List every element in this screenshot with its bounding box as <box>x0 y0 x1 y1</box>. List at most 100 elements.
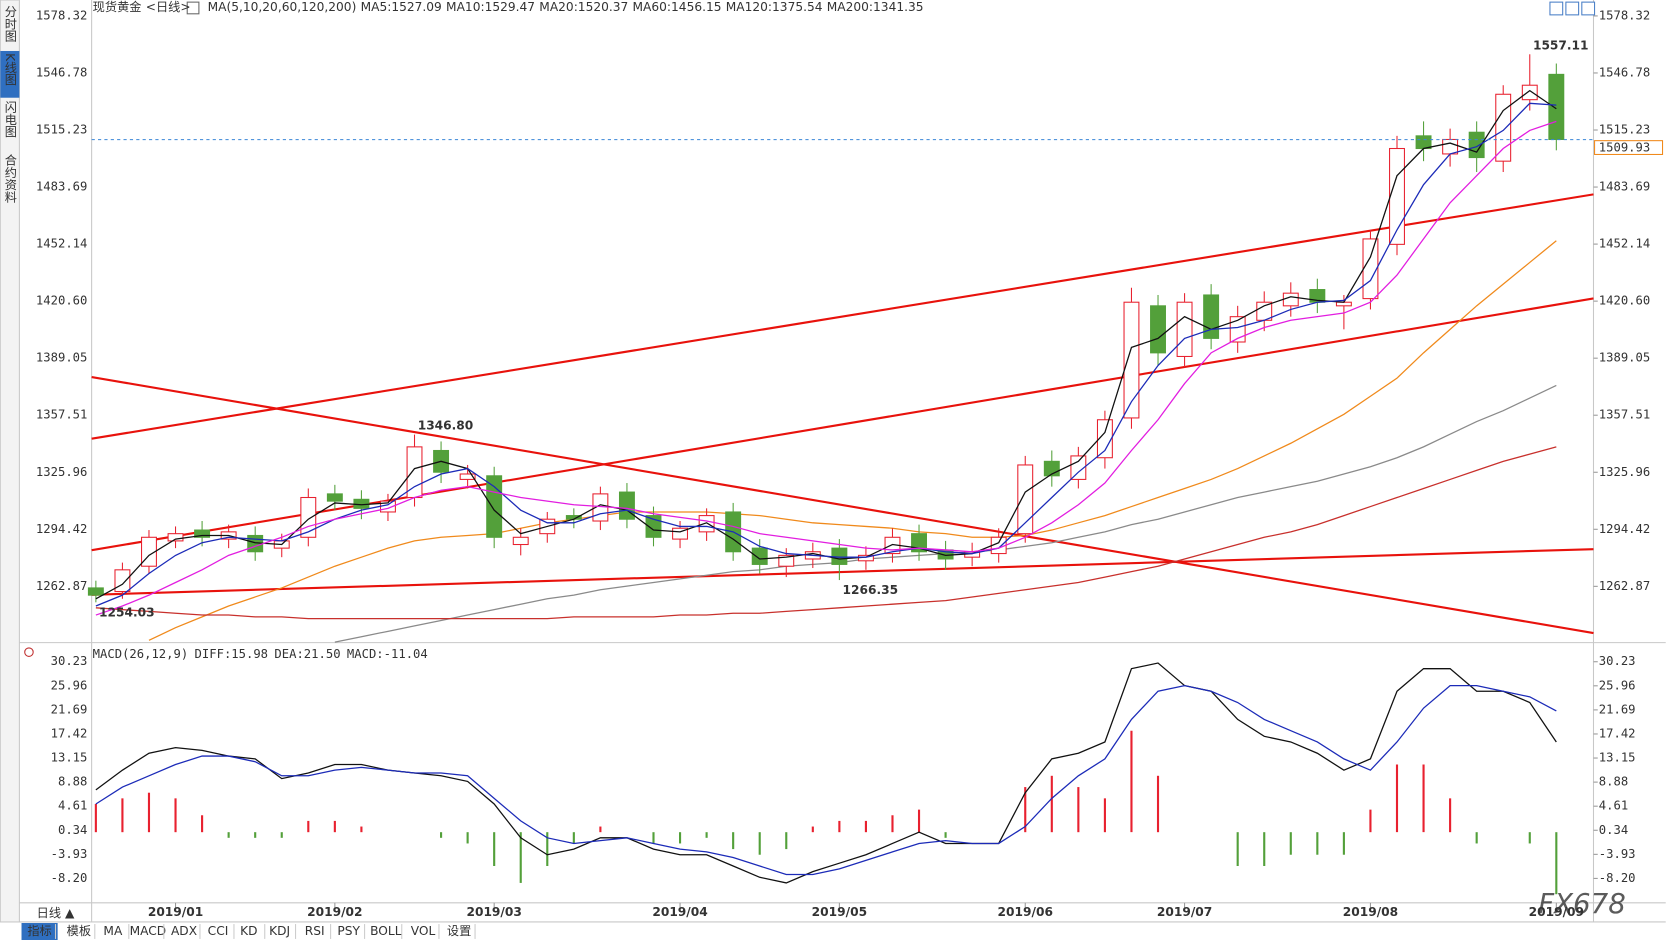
x-tick-label: 2019/04 <box>652 905 707 919</box>
legend-entry: MA120:1375.54 <box>726 0 823 14</box>
ma-line <box>95 684 1557 876</box>
ma-icon[interactable] <box>186 1 200 15</box>
legend-entry: MA60:1456.15 <box>633 0 722 14</box>
candle-body <box>618 491 635 520</box>
price-annotation: 1254.03 <box>99 605 155 619</box>
y-tick-label: 17.42 <box>51 726 88 740</box>
period-button[interactable]: 日线 ▲ <box>37 906 75 920</box>
candle-body <box>486 475 503 538</box>
price-annotation: 1346.80 <box>418 419 474 433</box>
legend-entry: MA5:1527.09 <box>361 0 442 14</box>
icon[interactable] <box>1581 1 1596 16</box>
sidebar-tab[interactable]: 合约资料 <box>3 153 17 203</box>
indicator-tab[interactable]: ADX <box>171 924 197 938</box>
y-tick-label: -8.20 <box>51 871 88 885</box>
x-tick-label: 2019/03 <box>466 905 521 919</box>
sidebar-tab[interactable]: K线图 <box>3 53 17 85</box>
candle-body <box>87 587 104 596</box>
y-tick-label: 1578.32 <box>1599 8 1650 22</box>
ma-line <box>95 662 1557 884</box>
indicator-tab[interactable]: RSI <box>305 924 325 938</box>
icon[interactable] <box>1565 1 1580 16</box>
indicator-title: MACD(26,12,9) <box>93 647 189 661</box>
y-tick-label: -3.93 <box>1599 847 1636 861</box>
y-tick-label: 4.61 <box>58 799 87 813</box>
y-tick-label: 30.23 <box>51 654 88 668</box>
legend-entry: MA200:1341.35 <box>827 0 924 14</box>
ma-line <box>148 240 1557 641</box>
y-tick-label: 1515.23 <box>1599 123 1650 137</box>
ma-params: MA(5,10,20,60,120,200) <box>208 0 357 14</box>
sidebar <box>0 0 20 923</box>
y-tick-label: 1483.69 <box>36 180 87 194</box>
y-tick-label: -8.20 <box>1599 871 1636 885</box>
candle-body <box>1521 84 1538 101</box>
y-tick-label: 1294.42 <box>1599 522 1650 536</box>
y-tick-label: 25.96 <box>51 678 88 692</box>
legend-entry: MA10:1529.47 <box>446 0 535 14</box>
price-annotation: 1557.11 <box>1533 38 1589 52</box>
candle-body <box>1282 292 1299 307</box>
y-tick-label: 1546.78 <box>1599 65 1650 79</box>
x-tick-label: 2019/02 <box>307 905 362 919</box>
indicator-tab[interactable]: VOL <box>411 924 436 938</box>
candle-body <box>512 536 529 546</box>
indicator-tab[interactable]: 设置 <box>447 924 471 938</box>
y-tick-label: 13.15 <box>1599 751 1636 765</box>
indicator-tab[interactable]: BOLL <box>370 924 402 938</box>
y-tick-label: 1357.51 <box>1599 408 1650 422</box>
indicator-tab[interactable]: 模板 <box>67 924 91 938</box>
indicator-tab[interactable]: KDJ <box>269 924 290 938</box>
x-tick-label: 2019/05 <box>812 905 867 919</box>
tab-active-bg <box>21 923 58 940</box>
y-tick-label: 1262.87 <box>36 579 87 593</box>
y-tick-label: 1578.32 <box>36 8 87 22</box>
watermark: FX678 <box>1538 887 1626 920</box>
candle-body <box>778 554 795 567</box>
y-tick-label: 25.96 <box>1599 678 1636 692</box>
indicator-tab[interactable]: 指标 <box>27 923 51 938</box>
candle-body <box>751 547 768 565</box>
x-tick-label: 2019/06 <box>998 905 1053 919</box>
candle-body <box>1176 301 1193 357</box>
y-tick-label: 21.69 <box>51 702 88 716</box>
y-tick-label: 1357.51 <box>36 408 87 422</box>
legend-entry: MACD:-11.04 <box>347 647 428 661</box>
settings-icon[interactable] <box>24 647 34 657</box>
trend-line <box>91 193 1594 440</box>
trend-line <box>91 297 1594 552</box>
candle-body <box>1017 464 1034 535</box>
y-tick-label: 1294.42 <box>36 522 87 536</box>
y-tick-label: 8.88 <box>1599 775 1628 789</box>
y-tick-label: 0.34 <box>1599 823 1628 837</box>
ma-line <box>95 120 1557 616</box>
toolbar-icons <box>1549 1 1596 16</box>
candle-body <box>1123 301 1140 419</box>
indicator-tab[interactable]: MACD <box>130 924 167 938</box>
y-tick-label: 1546.78 <box>36 65 87 79</box>
icon[interactable] <box>1549 1 1564 16</box>
candle-body <box>1362 238 1379 300</box>
candle-body <box>167 533 184 542</box>
candle-body <box>1150 305 1166 354</box>
x-tick-label: 2019/08 <box>1343 905 1398 919</box>
y-tick-label: 1515.23 <box>36 123 87 137</box>
instrument-title: 现货黄金 <box>93 0 142 14</box>
indicator-tab[interactable]: KD <box>240 924 257 938</box>
candle-body <box>1415 135 1432 150</box>
period-label: <日线> <box>146 0 191 14</box>
y-tick-label: 8.88 <box>58 775 87 789</box>
candle-body <box>1096 419 1113 459</box>
y-tick-label: 1452.14 <box>1599 237 1650 251</box>
indicator-tab[interactable]: CCI <box>208 924 229 938</box>
sidebar-tab[interactable]: 闪电图 <box>3 101 17 138</box>
indicator-tab[interactable]: PSY <box>337 924 360 938</box>
y-tick-label: 0.34 <box>58 823 87 837</box>
candle-body <box>672 527 689 540</box>
y-tick-label: 21.69 <box>1599 702 1636 716</box>
sidebar-tab[interactable]: 分时图 <box>3 5 17 42</box>
x-tick-label: 2019/01 <box>148 905 203 919</box>
indicator-tab[interactable]: MA <box>103 924 123 938</box>
